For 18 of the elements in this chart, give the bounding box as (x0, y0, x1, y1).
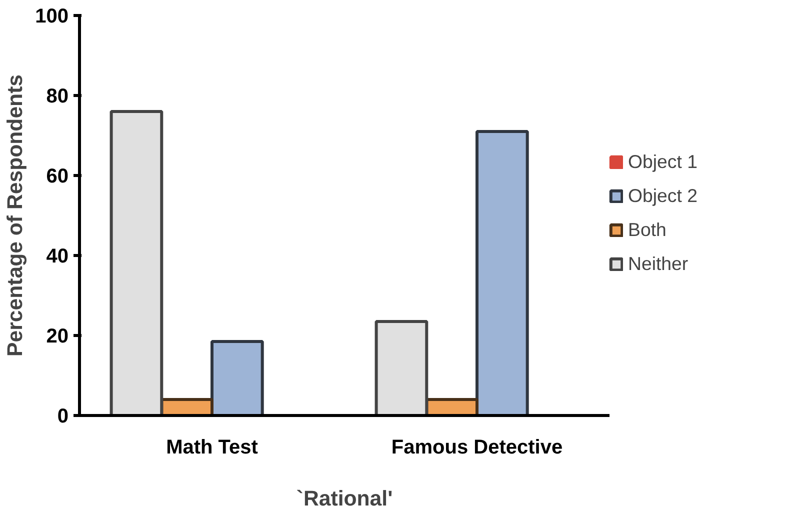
legend-label: Both (628, 219, 666, 241)
y-tick-label: 80 (46, 86, 69, 108)
x-tick-label: Math Test (166, 436, 258, 458)
bar (110, 110, 164, 416)
y-tick-label: 60 (46, 166, 69, 188)
y-axis-title: Percentage of Respondents (3, 74, 28, 357)
legend-label: Object 2 (628, 185, 698, 207)
y-tick-label: 0 (57, 406, 68, 428)
x-axis-title: `Rational' (296, 486, 393, 508)
y-tick-label: 40 (46, 246, 69, 268)
legend-label: Object 1 (628, 151, 698, 173)
bar (210, 340, 264, 416)
bar (374, 320, 428, 416)
bar (476, 130, 529, 416)
legend-label: Neither (628, 253, 688, 275)
y-tick-label: 20 (46, 326, 69, 348)
x-tick-label: Famous Detective (391, 436, 563, 458)
y-tick-label: 100 (35, 6, 69, 28)
